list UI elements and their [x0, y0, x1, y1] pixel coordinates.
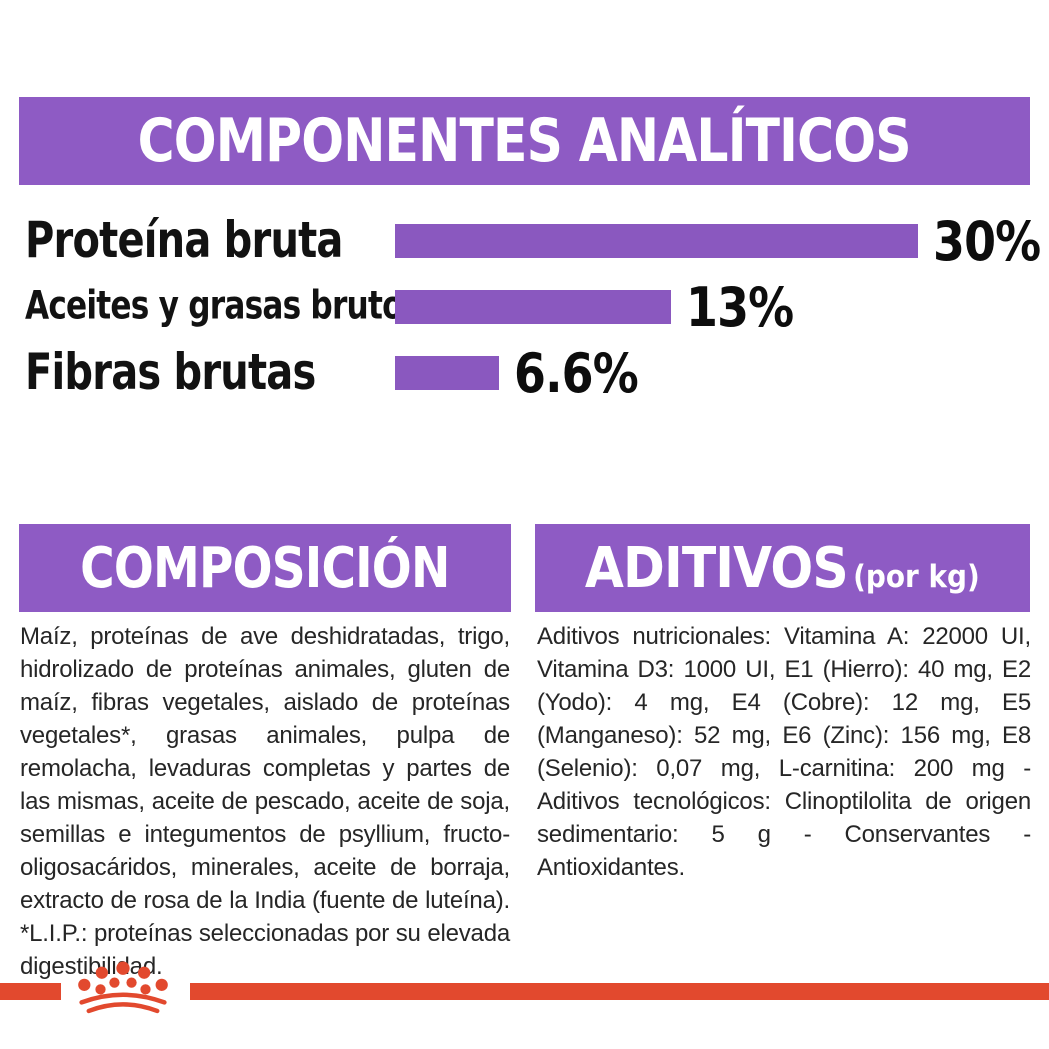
chart-row-fat: Aceites y grasas brutos 13% — [0, 276, 1049, 339]
crown-base-arcs — [79, 992, 167, 1014]
additives-body: Aditivos nutricionales: Vitamina A: 2200… — [537, 623, 1031, 881]
composition-body: Maíz, proteínas de ave deshidratadas, tr… — [20, 623, 510, 980]
protein-bar — [395, 224, 918, 258]
fat-bar — [395, 290, 671, 324]
additives-title-suffix: (por kg) — [853, 558, 980, 595]
chart-row-fibre: Fibras brutas 6.6% — [0, 342, 1049, 405]
additives-title-group: ADITIVOS (por kg) — [585, 536, 980, 601]
royal-canin-crown-icon — [78, 961, 168, 1014]
analytics-header-banner: COMPONENTES ANALÍTICOS — [19, 97, 1030, 185]
fat-value: 13% — [686, 275, 794, 339]
analytics-title: COMPONENTES ANALÍTICOS — [137, 106, 912, 176]
protein-value: 30% — [933, 209, 1041, 273]
fibre-value: 6.6% — [514, 341, 639, 405]
additives-header-banner: ADITIVOS (por kg) — [535, 524, 1030, 612]
chart-label-protein: Proteína bruta — [25, 210, 343, 269]
fibre-bar — [395, 356, 499, 390]
footer-line-right — [190, 983, 1049, 1000]
chart-label-fibre: Fibras brutas — [25, 342, 316, 401]
additives-title: ADITIVOS — [585, 535, 849, 601]
chart-bar-area: 6.6% — [395, 342, 660, 405]
chart-row-protein: Proteína bruta 30% — [0, 210, 1049, 273]
chart-label-fat: Aceites y grasas brutos — [25, 283, 421, 329]
composition-header-banner: COMPOSICIÓN — [19, 524, 511, 612]
composition-title: COMPOSICIÓN — [80, 535, 450, 601]
crown-dots — [78, 961, 168, 995]
chart-bar-area: 13% — [395, 276, 812, 339]
chart-bar-area: 30% — [395, 210, 1049, 273]
footer-line-left — [0, 983, 61, 1000]
